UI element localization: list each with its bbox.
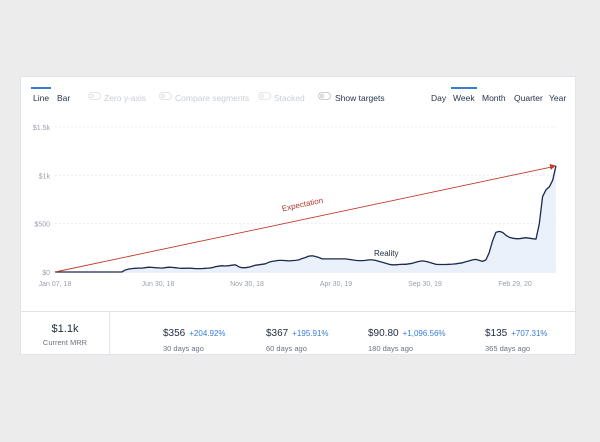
stat-change: +195.91% bbox=[292, 329, 329, 338]
stat-value: $135 bbox=[485, 328, 508, 339]
chart-toolbar: Line Bar Zero y-axis Compare segments St… bbox=[21, 77, 575, 107]
tab-bar[interactable]: Bar bbox=[57, 93, 71, 103]
tab-week[interactable]: Week bbox=[451, 87, 477, 103]
expectation-line bbox=[54, 166, 554, 273]
stat-label: 30 days ago bbox=[163, 344, 204, 353]
tab-month[interactable]: Month bbox=[482, 93, 506, 103]
expectation-arrowhead bbox=[549, 163, 556, 170]
show-targets-label: Show targets bbox=[335, 93, 385, 103]
current-mrr: $1.1k Current MRR bbox=[21, 312, 110, 356]
x-tick-label: Jun 30, 18 bbox=[142, 281, 175, 288]
stacked-label: Stacked bbox=[274, 93, 305, 103]
reality-annotation: Reality bbox=[374, 249, 398, 258]
reality-area bbox=[55, 165, 556, 272]
expectation-annotation: Expectation bbox=[281, 196, 324, 213]
stat-label: 365 days ago bbox=[485, 344, 531, 353]
stat-60-days: $367 +195.91% 60 days ago bbox=[266, 323, 329, 353]
stat-change: +1,096.56% bbox=[402, 329, 446, 338]
y-tick-label: $0 bbox=[42, 270, 50, 277]
current-mrr-value: $1.1k bbox=[51, 323, 79, 335]
show-targets-toggle[interactable] bbox=[318, 92, 331, 100]
stat-change: +204.92% bbox=[189, 329, 226, 338]
zero-y-axis-toggle[interactable] bbox=[88, 92, 101, 100]
y-tick-label: $500 bbox=[34, 222, 50, 229]
mrr-summary: $1.1k Current MRR $356 +204.92% 30 days a… bbox=[21, 311, 575, 357]
stat-30-days: $356 +204.92% 30 days ago bbox=[163, 323, 226, 353]
tab-quarter[interactable]: Quarter bbox=[514, 93, 543, 103]
zero-y-axis-label: Zero y-axis bbox=[104, 93, 147, 103]
stat-365-days: $135 +707.31% 365 days ago bbox=[485, 323, 548, 353]
stat-value: $90.80 bbox=[368, 328, 399, 339]
compare-segments-toggle[interactable] bbox=[159, 92, 172, 100]
stacked-toggle[interactable] bbox=[258, 92, 271, 100]
line-chart: $0 $500 $1k $1.5k Jan 07, 18 Jun 30, 18 Nov 3… bbox=[33, 125, 557, 288]
stat-change: +707.31% bbox=[511, 329, 548, 338]
mrr-chart-card: Line Bar Zero y-axis Compare segments St… bbox=[20, 76, 576, 357]
x-tick-label: Sep 30, 19 bbox=[408, 281, 442, 288]
tab-year[interactable]: Year bbox=[549, 93, 567, 103]
y-tick-label: $1.5k bbox=[33, 125, 51, 132]
current-mrr-label: Current MRR bbox=[42, 338, 88, 347]
stat-label: 60 days ago bbox=[266, 344, 307, 353]
stat-label: 180 days ago bbox=[368, 344, 414, 353]
tab-line[interactable]: Line bbox=[30, 87, 52, 103]
stat-180-days: $90.80 +1,096.56% 180 days ago bbox=[368, 323, 446, 353]
x-tick-label: Apr 30, 19 bbox=[320, 281, 352, 288]
compare-segments-label: Compare segments bbox=[175, 93, 250, 103]
x-tick-label: Jan 07, 18 bbox=[39, 281, 72, 288]
reality-line bbox=[55, 165, 557, 273]
x-tick-label: Nov 30, 18 bbox=[230, 281, 264, 288]
stat-value: $367 bbox=[266, 328, 289, 339]
x-tick-label: Feb 29, 20 bbox=[498, 281, 532, 288]
stat-value: $356 bbox=[163, 328, 186, 339]
y-tick-label: $1k bbox=[39, 173, 51, 180]
tab-day[interactable]: Day bbox=[431, 93, 447, 103]
